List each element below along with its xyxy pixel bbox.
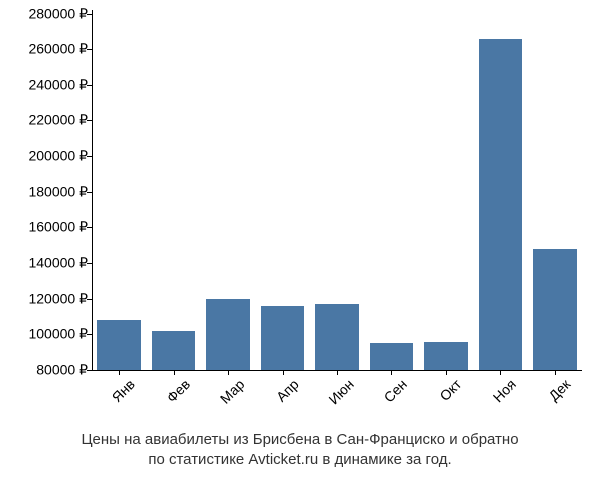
y-tick-mark <box>87 263 92 264</box>
y-tick-label: 280000 ₽ <box>28 5 88 22</box>
y-tick-label: 260000 ₽ <box>28 41 88 58</box>
y-tick-mark <box>87 120 92 121</box>
y-tick-mark <box>87 370 92 371</box>
y-tick-label: 160000 ₽ <box>28 219 88 236</box>
chart-caption: Цены на авиабилеты из Брисбена в Сан-Фра… <box>0 430 600 469</box>
y-tick-mark <box>87 156 92 157</box>
x-tick-label: Июн <box>325 376 356 407</box>
x-tick-mark <box>500 370 501 375</box>
caption-line-1: Цены на авиабилеты из Брисбена в Сан-Фра… <box>81 431 518 448</box>
bar <box>424 342 468 371</box>
y-tick-mark <box>87 334 92 335</box>
x-tick-mark <box>555 370 556 375</box>
x-tick-label: Дек <box>545 376 573 404</box>
x-tick-label: Апр <box>272 376 301 405</box>
plot-area: 80000 ₽100000 ₽120000 ₽140000 ₽160000 ₽1… <box>92 10 582 370</box>
y-tick-label: 120000 ₽ <box>28 290 88 307</box>
y-tick-label: 200000 ₽ <box>28 148 88 165</box>
x-tick-label: Окт <box>436 376 464 404</box>
y-tick-mark <box>87 227 92 228</box>
bar <box>206 299 250 370</box>
x-tick-mark <box>228 370 229 375</box>
x-tick-label: Фев <box>163 376 193 406</box>
y-tick-mark <box>87 299 92 300</box>
x-tick-label: Янв <box>109 376 138 405</box>
bar <box>261 306 305 370</box>
y-tick-label: 80000 ₽ <box>36 362 88 379</box>
bar <box>370 343 414 370</box>
x-tick-mark <box>174 370 175 375</box>
y-tick-mark <box>87 192 92 193</box>
y-tick-label: 180000 ₽ <box>28 183 88 200</box>
y-tick-label: 220000 ₽ <box>28 112 88 129</box>
x-tick-mark <box>283 370 284 375</box>
bar <box>97 320 141 370</box>
bar <box>152 331 196 370</box>
price-chart: 80000 ₽ 100000 ₽ 120000 ₽ 140000 ₽ 160000 ₽ 1… <box>0 0 600 500</box>
x-tick-label: Сен <box>381 376 410 405</box>
y-tick-mark <box>87 49 92 50</box>
x-tick-mark <box>337 370 338 375</box>
bar <box>315 304 359 370</box>
y-tick-label: 140000 ₽ <box>28 255 88 272</box>
bar <box>479 39 523 370</box>
bars-group <box>92 10 582 370</box>
bar <box>533 249 577 370</box>
x-tick-mark <box>119 370 120 375</box>
y-tick-label: 100000 ₽ <box>28 326 88 343</box>
caption-line-2: по статистике Avticket.ru в динамике за … <box>148 451 451 468</box>
x-tick-label: Ноя <box>490 376 519 405</box>
y-axis: 80000 ₽100000 ₽120000 ₽140000 ₽160000 ₽1… <box>12 10 92 370</box>
x-tick-mark <box>391 370 392 375</box>
x-tick-label: Мар <box>217 376 248 407</box>
y-tick-label: 240000 ₽ <box>28 76 88 93</box>
y-tick-mark <box>87 85 92 86</box>
x-tick-mark <box>446 370 447 375</box>
y-tick-mark <box>87 14 92 15</box>
